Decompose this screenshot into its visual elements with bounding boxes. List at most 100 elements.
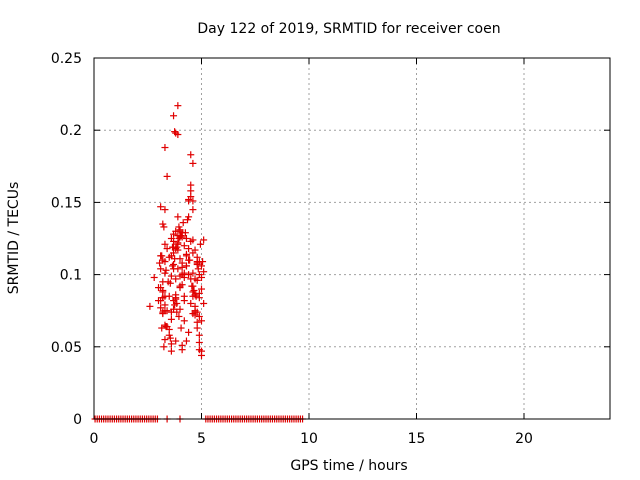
data-point <box>165 292 173 300</box>
data-point <box>196 240 204 248</box>
data-point <box>167 235 175 242</box>
y-tick-label: 0 <box>73 412 82 428</box>
data-point <box>167 308 175 316</box>
plot-frame <box>93 57 611 420</box>
data-point <box>160 343 168 351</box>
data-point <box>195 289 203 297</box>
data-point <box>177 324 185 332</box>
y-tick-label: 0.05 <box>51 340 82 356</box>
data-point <box>165 331 173 339</box>
data-point <box>184 216 192 224</box>
data-point <box>161 206 169 214</box>
axis-ticks: 0 0.05 0.1 0.15 0.2 0.25 0 5 10 15 20 <box>51 51 610 447</box>
data-point <box>150 273 158 281</box>
data-point <box>180 297 188 305</box>
data-point <box>161 258 169 266</box>
data-point <box>182 235 190 242</box>
data-point <box>178 341 186 349</box>
data-point <box>193 276 201 284</box>
data-point <box>193 308 201 316</box>
data-point <box>176 284 184 292</box>
data-point <box>200 236 208 244</box>
data-point <box>189 197 197 205</box>
data-point <box>161 336 169 344</box>
data-point <box>174 102 182 110</box>
y-tick-label: 0.25 <box>51 51 82 67</box>
data-point <box>195 338 203 346</box>
data-point <box>170 260 178 268</box>
data-point <box>200 268 208 276</box>
data-point <box>174 131 182 139</box>
data-point <box>190 286 198 294</box>
data-point <box>187 299 195 307</box>
x-axis-label: GPS time / hours <box>290 458 407 474</box>
data-point <box>193 324 201 332</box>
data-point <box>161 321 169 329</box>
data-point <box>167 340 175 348</box>
y-tick-label: 0.2 <box>60 123 82 139</box>
data-point <box>170 249 178 257</box>
data-point <box>185 328 193 336</box>
chart-title: Day 122 of 2019, SRMTID for receiver coe… <box>197 21 500 37</box>
data-point <box>172 275 180 283</box>
data-point <box>170 112 178 120</box>
data-point <box>174 213 182 221</box>
data-point <box>163 172 171 180</box>
data-point <box>167 272 175 280</box>
data-point <box>174 265 182 273</box>
data-point <box>164 278 172 286</box>
data-point <box>195 331 203 339</box>
data-point <box>185 245 193 253</box>
data-point <box>195 271 203 279</box>
data-point <box>167 347 175 355</box>
data-point <box>180 269 188 277</box>
data-point <box>173 299 181 307</box>
data-point <box>163 307 171 315</box>
data-point <box>157 265 165 273</box>
data-point <box>157 304 165 312</box>
data-point <box>172 337 180 345</box>
data-point <box>159 286 167 294</box>
data-point <box>155 297 162 305</box>
data-point <box>180 242 188 250</box>
data-point <box>182 337 190 345</box>
data-point <box>198 285 205 293</box>
data-point <box>187 187 195 195</box>
data-point <box>146 302 154 310</box>
data-point <box>185 256 193 264</box>
data-point <box>191 246 199 254</box>
data-point <box>168 262 176 270</box>
x-tick-label: 15 <box>408 431 426 447</box>
data-points <box>91 102 307 423</box>
data-point <box>182 252 190 260</box>
data-point <box>182 262 190 270</box>
data-point <box>170 230 178 238</box>
y-axis-label: SRMTID / TECUs <box>6 182 22 295</box>
data-point <box>165 253 173 261</box>
y-tick-label: 0.15 <box>51 195 82 211</box>
data-point <box>175 312 183 320</box>
data-point <box>158 252 166 260</box>
data-point <box>198 347 205 355</box>
data-point <box>178 259 186 267</box>
data-point <box>171 255 179 263</box>
data-point <box>189 206 197 214</box>
data-point <box>188 282 196 290</box>
data-point <box>187 151 195 159</box>
data-point <box>159 294 167 302</box>
data-point <box>198 317 205 325</box>
data-point <box>174 240 182 248</box>
data-point <box>156 259 164 267</box>
data-point <box>189 236 197 244</box>
data-point <box>185 271 193 279</box>
data-point <box>161 240 169 248</box>
data-point <box>193 259 201 267</box>
data-point <box>157 203 165 211</box>
data-point <box>167 315 175 323</box>
x-tick-label: 0 <box>90 431 99 447</box>
data-point <box>189 269 197 277</box>
data-point <box>195 312 203 320</box>
data-point <box>174 232 182 240</box>
data-point <box>179 219 187 227</box>
data-point <box>172 294 180 302</box>
